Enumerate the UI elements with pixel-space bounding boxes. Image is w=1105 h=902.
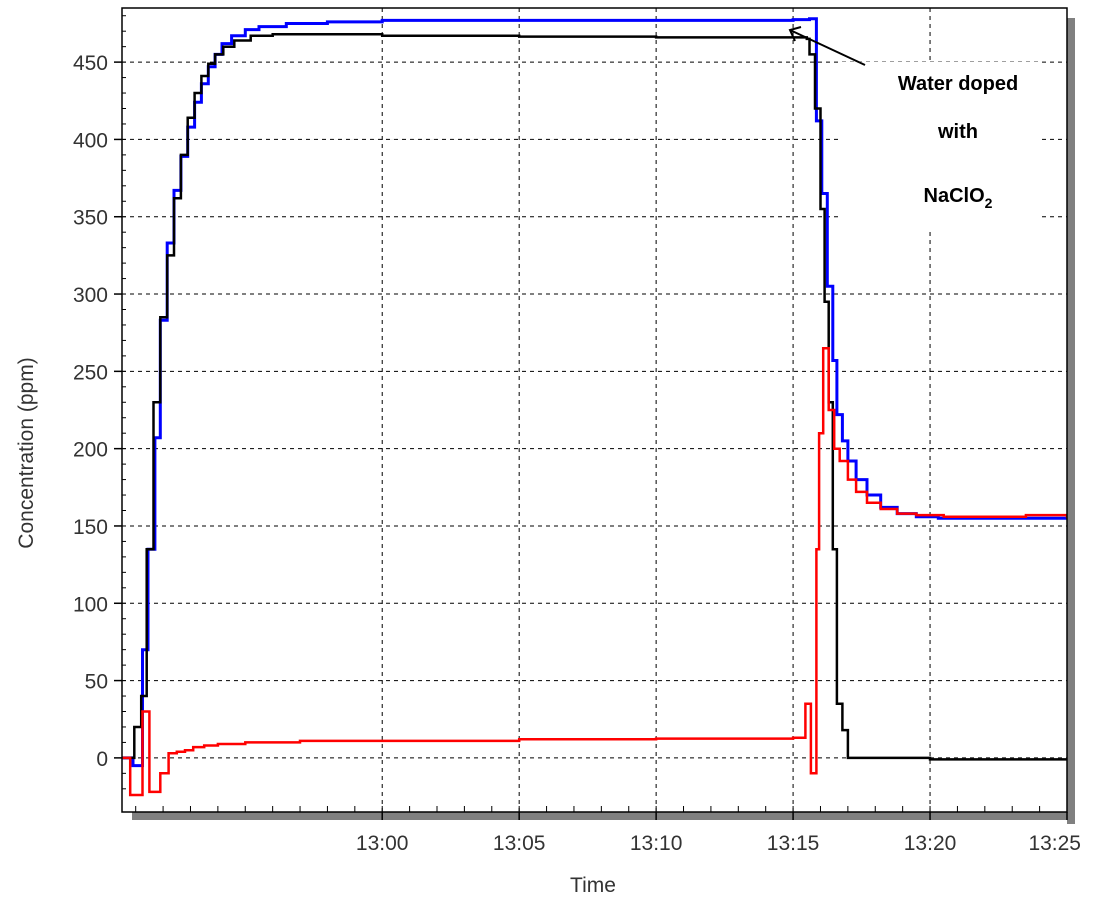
x-tick-label: 13:25 [1028,832,1081,855]
x-axis-title: Time [570,874,616,897]
y-tick-label: 350 [73,207,108,230]
y-tick-label: 300 [73,284,108,307]
y-tick-label: 50 [85,671,108,694]
x-tick-label: 13:05 [493,832,546,855]
annotation-arrowhead [788,26,802,42]
x-tick-label: 13:15 [767,832,820,855]
annotation: Water doped with NaClO2 [788,26,1018,211]
annotation-background [842,62,1042,232]
y-tick-label: 0 [96,748,108,771]
tick-labels: 0 50 100 150 200 250 300 350 400 450 13:00 13:05 13:… [73,52,1081,855]
y-tick-label: 200 [73,439,108,462]
y-axis-title: Concentration (ppm) [15,357,38,548]
x-tick-label: 13:20 [904,832,957,855]
annotation-line-3: NaClO2 [924,185,993,211]
annotation-formula: NaClO [924,185,985,207]
annotation-formula-subscript: 2 [985,195,993,211]
y-tick-label: 100 [73,593,108,616]
plot-frame [121,7,1068,813]
axes [114,7,1075,824]
annotation-arrow [789,29,866,66]
annotation-line-2: with [937,121,978,143]
frame-shadow-right [1067,18,1075,824]
y-tick-label: 150 [73,516,108,539]
y-tick-label: 250 [73,361,108,384]
x-tick-label: 13:00 [356,832,409,855]
series-layer [122,17,1069,797]
y-tick-label: 450 [73,52,108,75]
frame-shadow-bottom [132,812,1075,820]
series-line-2 [122,346,1069,797]
annotation-line-1: Water doped [898,73,1018,95]
y-tick-label: 400 [73,129,108,152]
x-tick-label: 13:10 [630,832,683,855]
